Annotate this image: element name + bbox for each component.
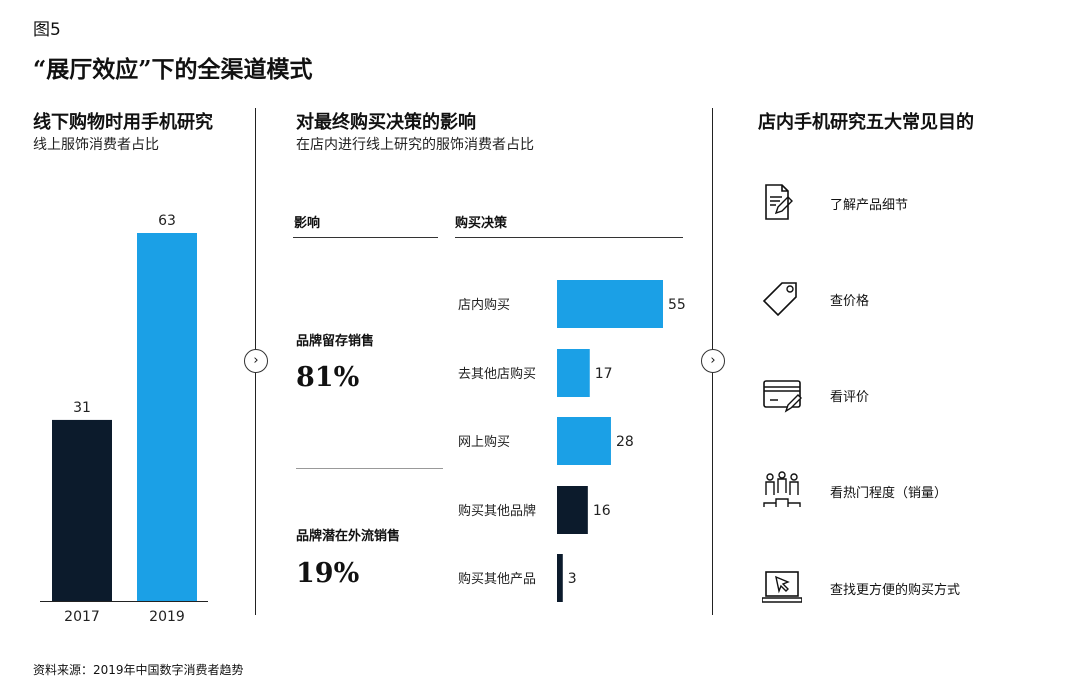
x-tick-label: 2017 xyxy=(64,609,100,625)
price-tag-icon xyxy=(762,282,797,317)
laptop-cursor-icon xyxy=(761,571,803,603)
category-label: 店内购买 xyxy=(458,297,510,313)
middle-chart-title: 对最终购买决策的影响 xyxy=(296,112,476,133)
purpose-item: 了解产品细节 xyxy=(762,183,908,227)
decision-bar-chart: 店内购买 55 去其他店购买 17 网上购买 28 购买其他品牌 16 购买其他产品 3 xyxy=(458,280,686,602)
data-label: 55 xyxy=(668,297,686,313)
document-edit-icon xyxy=(765,184,793,220)
purpose-item: 看评价 xyxy=(762,375,869,419)
category-label: 网上购买 xyxy=(458,434,510,450)
bar-店内购买 xyxy=(557,280,663,328)
purpose-item: 查找更方便的购买方式 xyxy=(761,568,960,612)
bar-购买其他品牌 xyxy=(557,486,588,534)
purposes-title: 店内手机研究五大常见目的 xyxy=(758,112,974,133)
data-label: 16 xyxy=(593,503,611,519)
bar-网上购买 xyxy=(557,417,611,465)
bar-2019 xyxy=(137,233,197,601)
people-group-icon xyxy=(763,471,801,507)
data-label: 31 xyxy=(73,400,91,416)
purpose-label: 了解产品细节 xyxy=(830,198,909,213)
leaked-sales-value: 19% xyxy=(296,558,360,589)
chevron-right-icon: › xyxy=(244,349,268,373)
data-label: 28 xyxy=(616,434,634,450)
left-chart-subtitle: 线上服饰消费者占比 xyxy=(33,137,159,153)
purpose-item: 看热门程度（销量） xyxy=(762,471,947,515)
data-label: 3 xyxy=(568,571,577,587)
page-title: “展厅效应”下的全渠道模式 xyxy=(33,56,313,83)
data-label: 63 xyxy=(158,213,176,229)
data-label: 17 xyxy=(595,366,613,382)
bar-去其他店购买 xyxy=(557,349,590,397)
year-bar-chart: 31 2017 63 2019 xyxy=(40,213,208,625)
chevron-right-icon: › xyxy=(701,349,725,373)
figure-label: 图5 xyxy=(33,20,61,40)
purpose-label: 查找更方便的购买方式 xyxy=(830,583,961,598)
bar-2017 xyxy=(52,419,112,601)
decision-header: 购买决策 xyxy=(455,216,508,231)
review-card-icon xyxy=(763,380,802,413)
bar-购买其他产品 xyxy=(557,554,563,602)
leaked-sales-label: 品牌潜在外流销售 xyxy=(296,529,401,544)
purpose-label: 看评价 xyxy=(830,390,870,405)
purpose-label: 看热门程度（销量） xyxy=(830,486,948,501)
header-rule xyxy=(293,237,438,238)
header-rule xyxy=(455,237,683,238)
middle-chart-subtitle: 在店内进行线上研究的服饰消费者占比 xyxy=(296,137,534,153)
retained-sales-label: 品牌留存销售 xyxy=(296,334,375,349)
purpose-item: 查价格 xyxy=(762,279,869,323)
group-divider xyxy=(296,468,443,469)
impact-header: 影响 xyxy=(294,216,321,231)
retained-sales-value: 81% xyxy=(296,362,360,393)
category-label: 购买其他品牌 xyxy=(458,503,536,519)
x-tick-label: 2019 xyxy=(149,609,185,625)
category-label: 购买其他产品 xyxy=(458,571,536,587)
left-chart-title: 线下购物时用手机研究 xyxy=(33,112,213,133)
source-note: 资料来源：2019年中国数字消费者趋势 xyxy=(33,663,244,677)
purpose-label: 查价格 xyxy=(830,294,870,309)
category-label: 去其他店购买 xyxy=(458,366,536,382)
